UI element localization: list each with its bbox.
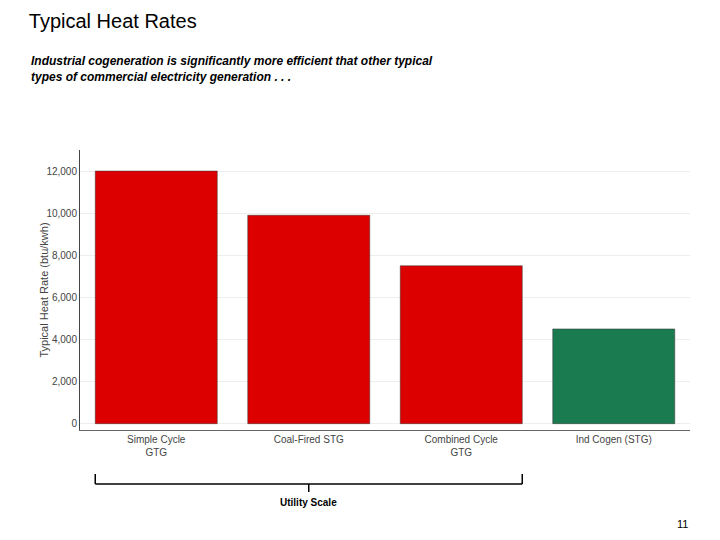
svg-text:2,000: 2,000 (52, 376, 77, 387)
svg-text:Industrial cogeneration is sig: Industrial cogeneration is significantly… (31, 54, 433, 84)
svg-text:Simple CycleGTG: Simple CycleGTG (127, 434, 186, 458)
svg-text:Ind Cogen (STG): Ind Cogen (STG) (576, 434, 652, 445)
svg-text:Typical Heat Rates: Typical Heat Rates (29, 10, 197, 32)
svg-text:11: 11 (677, 518, 688, 530)
svg-text:8,000: 8,000 (52, 250, 77, 261)
svg-text:6,000: 6,000 (52, 292, 77, 303)
svg-text:Typical Heat Rate (btu/kwh): Typical Heat Rate (btu/kwh) (38, 222, 50, 357)
svg-text:Coal-Fired STG: Coal-Fired STG (274, 434, 344, 445)
svg-text:10,000: 10,000 (46, 208, 77, 219)
svg-text:12,000: 12,000 (46, 166, 77, 177)
svg-text:4,000: 4,000 (52, 334, 77, 345)
svg-text:0: 0 (71, 418, 77, 429)
svg-text:Combined CycleGTG: Combined CycleGTG (425, 434, 499, 458)
svg-text:Utility Scale: Utility Scale (280, 497, 337, 508)
